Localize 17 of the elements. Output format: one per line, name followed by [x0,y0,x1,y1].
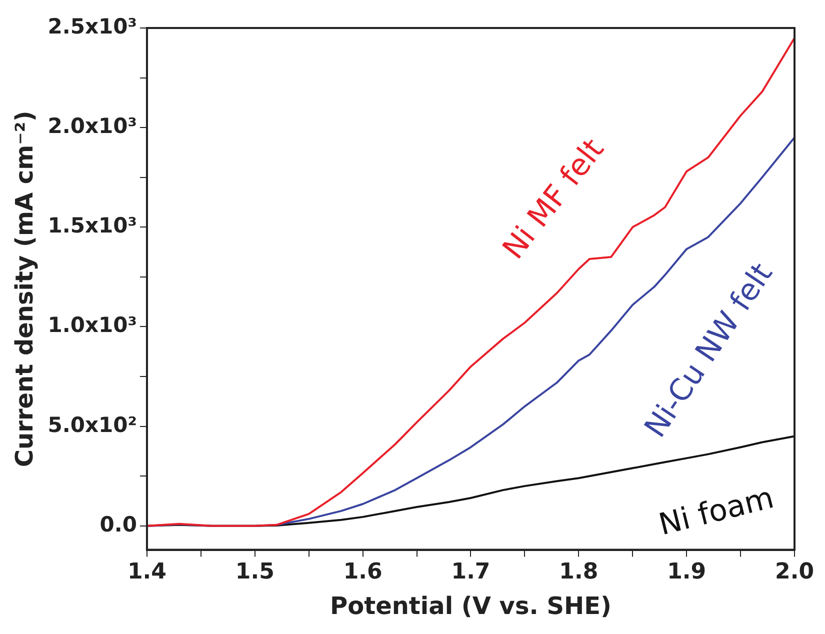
y-axis-title: Current density (mA cm⁻²) [10,110,39,468]
x-tick-label: 1.4 [127,560,166,585]
x-tick-label: 1.6 [343,560,382,585]
y-tick-label: 2.0x10³ [48,114,137,138]
text: Ni foam [656,480,778,543]
y-tick-label: 2.5x10³ [48,14,137,38]
y-tick-label: 1.0x10³ [48,313,137,338]
x-tick-label: 1.7 [451,560,490,585]
text: Ni MF felt [496,132,612,266]
x-tick-label: 1.9 [667,560,706,585]
x-tick-label: 1.5 [235,560,274,585]
x-axis-title: Potential (V vs. SHE) [330,592,612,620]
x-tick-label: 2.0 [775,560,814,585]
y-tick-label: 0.0 [100,512,137,536]
y-tick-label: 1.5x10³ [48,214,137,238]
y-tick-label: 5.0x10² [48,412,137,437]
x-tick-label: 1.8 [559,560,598,585]
